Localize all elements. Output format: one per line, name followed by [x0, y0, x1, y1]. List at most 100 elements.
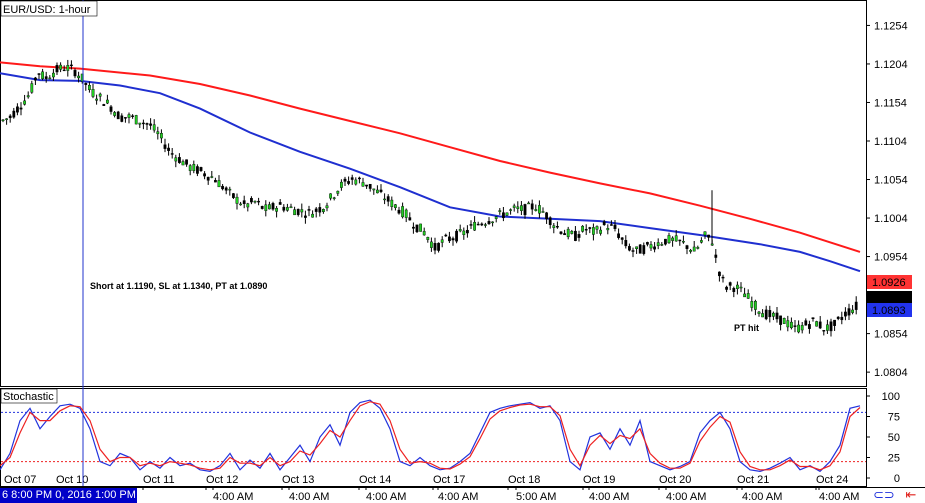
candle-body	[574, 230, 577, 241]
candle-body	[293, 209, 296, 216]
candle-body	[26, 95, 30, 98]
xtick-label: Oct 17	[433, 474, 465, 486]
candle-body	[750, 301, 754, 308]
xtick-label: Oct 18	[508, 474, 540, 486]
chart-title: EUR/USD: 1-hour	[3, 4, 91, 16]
xtick-label: 4:00 AM	[289, 491, 329, 503]
candle-body	[725, 286, 729, 290]
candle-body	[466, 229, 469, 234]
candle-body	[257, 200, 260, 203]
pt-hit-annotation: PT hit	[734, 323, 759, 333]
candle-body	[300, 209, 304, 213]
candle-body	[156, 131, 160, 135]
candle-body	[221, 185, 224, 190]
candle-body	[847, 308, 851, 316]
candle-body	[599, 229, 603, 234]
candle-body	[833, 319, 837, 326]
candle-body	[296, 208, 300, 215]
candle-body	[642, 245, 646, 254]
candle-body	[181, 161, 185, 166]
candle-body	[674, 235, 678, 242]
candle-body	[350, 177, 354, 180]
candle-body	[757, 311, 761, 314]
candle-body	[242, 200, 246, 205]
candle-body	[491, 221, 494, 224]
stoch-ytick-label: 50	[888, 432, 900, 444]
candle-body	[613, 224, 617, 229]
stoch-ytick-label: 100	[882, 391, 900, 403]
candle-body	[23, 100, 26, 105]
candle-body	[588, 227, 592, 229]
candle-body	[195, 166, 199, 174]
candle-body	[746, 293, 750, 299]
scroll-to-end-icon[interactable]: ⇤	[905, 488, 917, 503]
candle-body	[127, 114, 131, 118]
candle-body	[210, 176, 214, 178]
candle-body	[253, 200, 257, 203]
candle-body	[199, 167, 203, 172]
candle-body	[527, 202, 531, 205]
stoch-ytick-label: 0	[894, 473, 900, 485]
candle-body	[516, 206, 520, 209]
link-icon[interactable]: ⊂⊃	[873, 488, 895, 503]
candle-body	[678, 239, 682, 242]
candle-body	[595, 226, 599, 230]
candle-body	[689, 249, 693, 252]
stoch-ytick-label: 75	[888, 412, 900, 424]
candle-body	[149, 123, 152, 126]
xtick-label: Oct 12	[206, 474, 238, 486]
candle-body	[268, 204, 271, 210]
candle-body	[379, 189, 383, 192]
candle-body	[44, 76, 48, 79]
candle-body	[322, 209, 325, 212]
candle-body	[177, 157, 181, 163]
xtick-label: Oct 20	[659, 474, 691, 486]
candle-body	[458, 229, 462, 232]
price-label-box	[867, 303, 912, 317]
candle-body	[851, 309, 855, 313]
candle-body	[304, 215, 307, 218]
candle-body	[203, 173, 206, 177]
candle-body	[829, 321, 833, 332]
candle-body	[685, 245, 689, 249]
candle-body	[703, 231, 707, 236]
ytick-label: 1.0954	[874, 252, 908, 264]
candle-body	[700, 240, 703, 243]
candle-body	[48, 77, 52, 80]
candle-body	[635, 246, 639, 250]
candle-body	[653, 246, 657, 250]
ytick-label: 1.1254	[874, 20, 908, 32]
candle-body	[329, 193, 332, 199]
candle-body	[455, 230, 458, 242]
candle-body	[311, 213, 314, 218]
candle-body	[246, 203, 250, 208]
candle-body	[102, 104, 106, 106]
candle-body	[772, 312, 775, 317]
candle-body	[19, 107, 23, 110]
candle-body	[718, 271, 721, 277]
candle-body	[325, 205, 329, 209]
candle-body	[5, 118, 9, 120]
candle-body	[415, 224, 419, 233]
candle-body	[732, 288, 736, 293]
candle-body	[390, 199, 394, 208]
candle-body	[728, 282, 732, 286]
candle-body	[404, 209, 408, 218]
candle-body	[498, 210, 502, 212]
ytick-label: 1.1154	[874, 97, 907, 109]
candle-body	[167, 147, 170, 151]
ytick-label: 1.0854	[874, 329, 908, 341]
candle-body	[556, 226, 559, 228]
candle-body	[768, 310, 772, 318]
candle-body	[714, 254, 718, 258]
candle-body	[822, 330, 826, 332]
candle-body	[116, 111, 120, 120]
candle-body	[797, 324, 801, 333]
candle-body	[786, 320, 790, 328]
candle-body	[440, 239, 444, 243]
candle-body	[617, 233, 621, 238]
candle-body	[397, 209, 401, 214]
candle-body	[764, 309, 768, 320]
trade-annotation: Short at 1.1190, SL at 1.1340, PT at 1.0…	[90, 281, 267, 291]
